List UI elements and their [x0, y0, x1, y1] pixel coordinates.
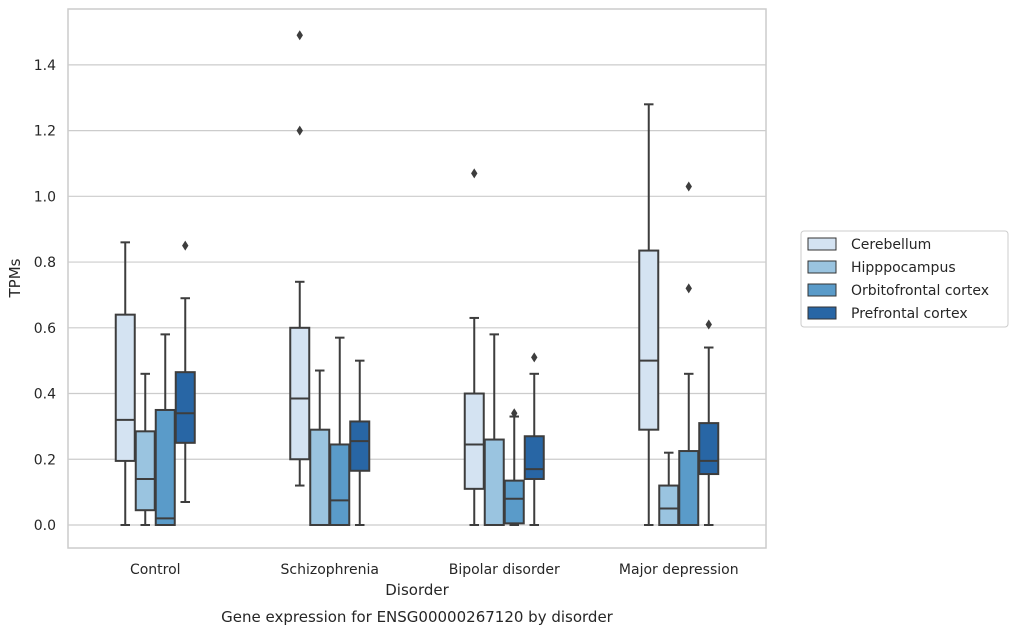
y-tick-label: 0.2 [34, 452, 56, 468]
x-tick-label: Control [130, 562, 181, 578]
iqr-box [114, 313, 136, 462]
legend-swatch [807, 283, 837, 297]
legend-swatch [807, 306, 837, 320]
iqr-box [503, 479, 525, 525]
x-axis-title: Disorder [385, 581, 449, 599]
outlier-marker [705, 319, 712, 330]
y-tick-labels: 0.0 0.2 0.4 0.6 0.8 1.0 1.2 1.4 [34, 58, 56, 534]
legend-swatch [807, 260, 837, 274]
box-group [463, 168, 545, 526]
y-tick-label: 1.4 [34, 58, 56, 74]
legend-item: Orbitofrontal cortex [807, 283, 989, 299]
iqr-box [134, 430, 156, 512]
outlier-marker [531, 352, 538, 363]
legend-label: Prefrontal cortex [851, 306, 968, 322]
box-groups [114, 30, 720, 526]
x-tick-label: Schizophrenia [281, 562, 379, 578]
x-tick-label: Bipolar disorder [449, 562, 560, 578]
x-tick-label: Major depression [619, 562, 739, 578]
y-tick-label: 0.6 [34, 321, 56, 337]
outlier-marker [471, 168, 478, 179]
iqr-box [349, 420, 371, 472]
outlier-marker [511, 408, 518, 419]
iqr-box [289, 326, 311, 461]
iqr-box [638, 249, 660, 431]
iqr-box [698, 422, 720, 476]
box-group [638, 103, 720, 526]
y-tick-label: 0.8 [34, 255, 56, 271]
outlier-marker [685, 283, 692, 294]
outlier-marker [182, 240, 189, 251]
box-group [114, 240, 196, 526]
iqr-box [309, 428, 331, 526]
legend-label: Cerebellum [851, 237, 931, 253]
iqr-box [154, 408, 176, 526]
outlier-marker [685, 181, 692, 192]
chart-caption: Gene expression for ENSG00000267120 by d… [221, 608, 614, 626]
iqr-box [658, 484, 680, 526]
iqr-box [329, 443, 351, 526]
iqr-box [678, 450, 700, 526]
iqr-box [174, 371, 196, 444]
iqr-box [483, 438, 505, 526]
legend: Cerebellum Hipppocampus Orbitofrontal cort… [800, 230, 1009, 328]
iqr-box [463, 392, 485, 490]
legend-item: Cerebellum [807, 237, 931, 253]
y-axis-title: TPMs [6, 258, 24, 298]
box-group [289, 30, 371, 526]
plot-area-frame [67, 8, 767, 549]
iqr-box [523, 435, 545, 480]
y-tick-label: 1.2 [34, 124, 56, 140]
y-tick-label: 0.4 [34, 387, 56, 403]
y-tick-label: 0.0 [34, 518, 56, 534]
outlier-marker [296, 30, 303, 41]
legend-swatch [807, 237, 837, 251]
y-tick-label: 1.0 [34, 189, 56, 205]
legend-frame [800, 230, 1009, 328]
legend-label: Hipppocampus [851, 260, 956, 276]
legend-label: Orbitofrontal cortex [851, 283, 989, 299]
x-tick-labels: Control Schizophrenia Bipolar disorder Majo… [130, 562, 739, 578]
outlier-marker [296, 125, 303, 136]
legend-item: Prefrontal cortex [807, 306, 968, 322]
legend-item: Hipppocampus [807, 260, 956, 276]
